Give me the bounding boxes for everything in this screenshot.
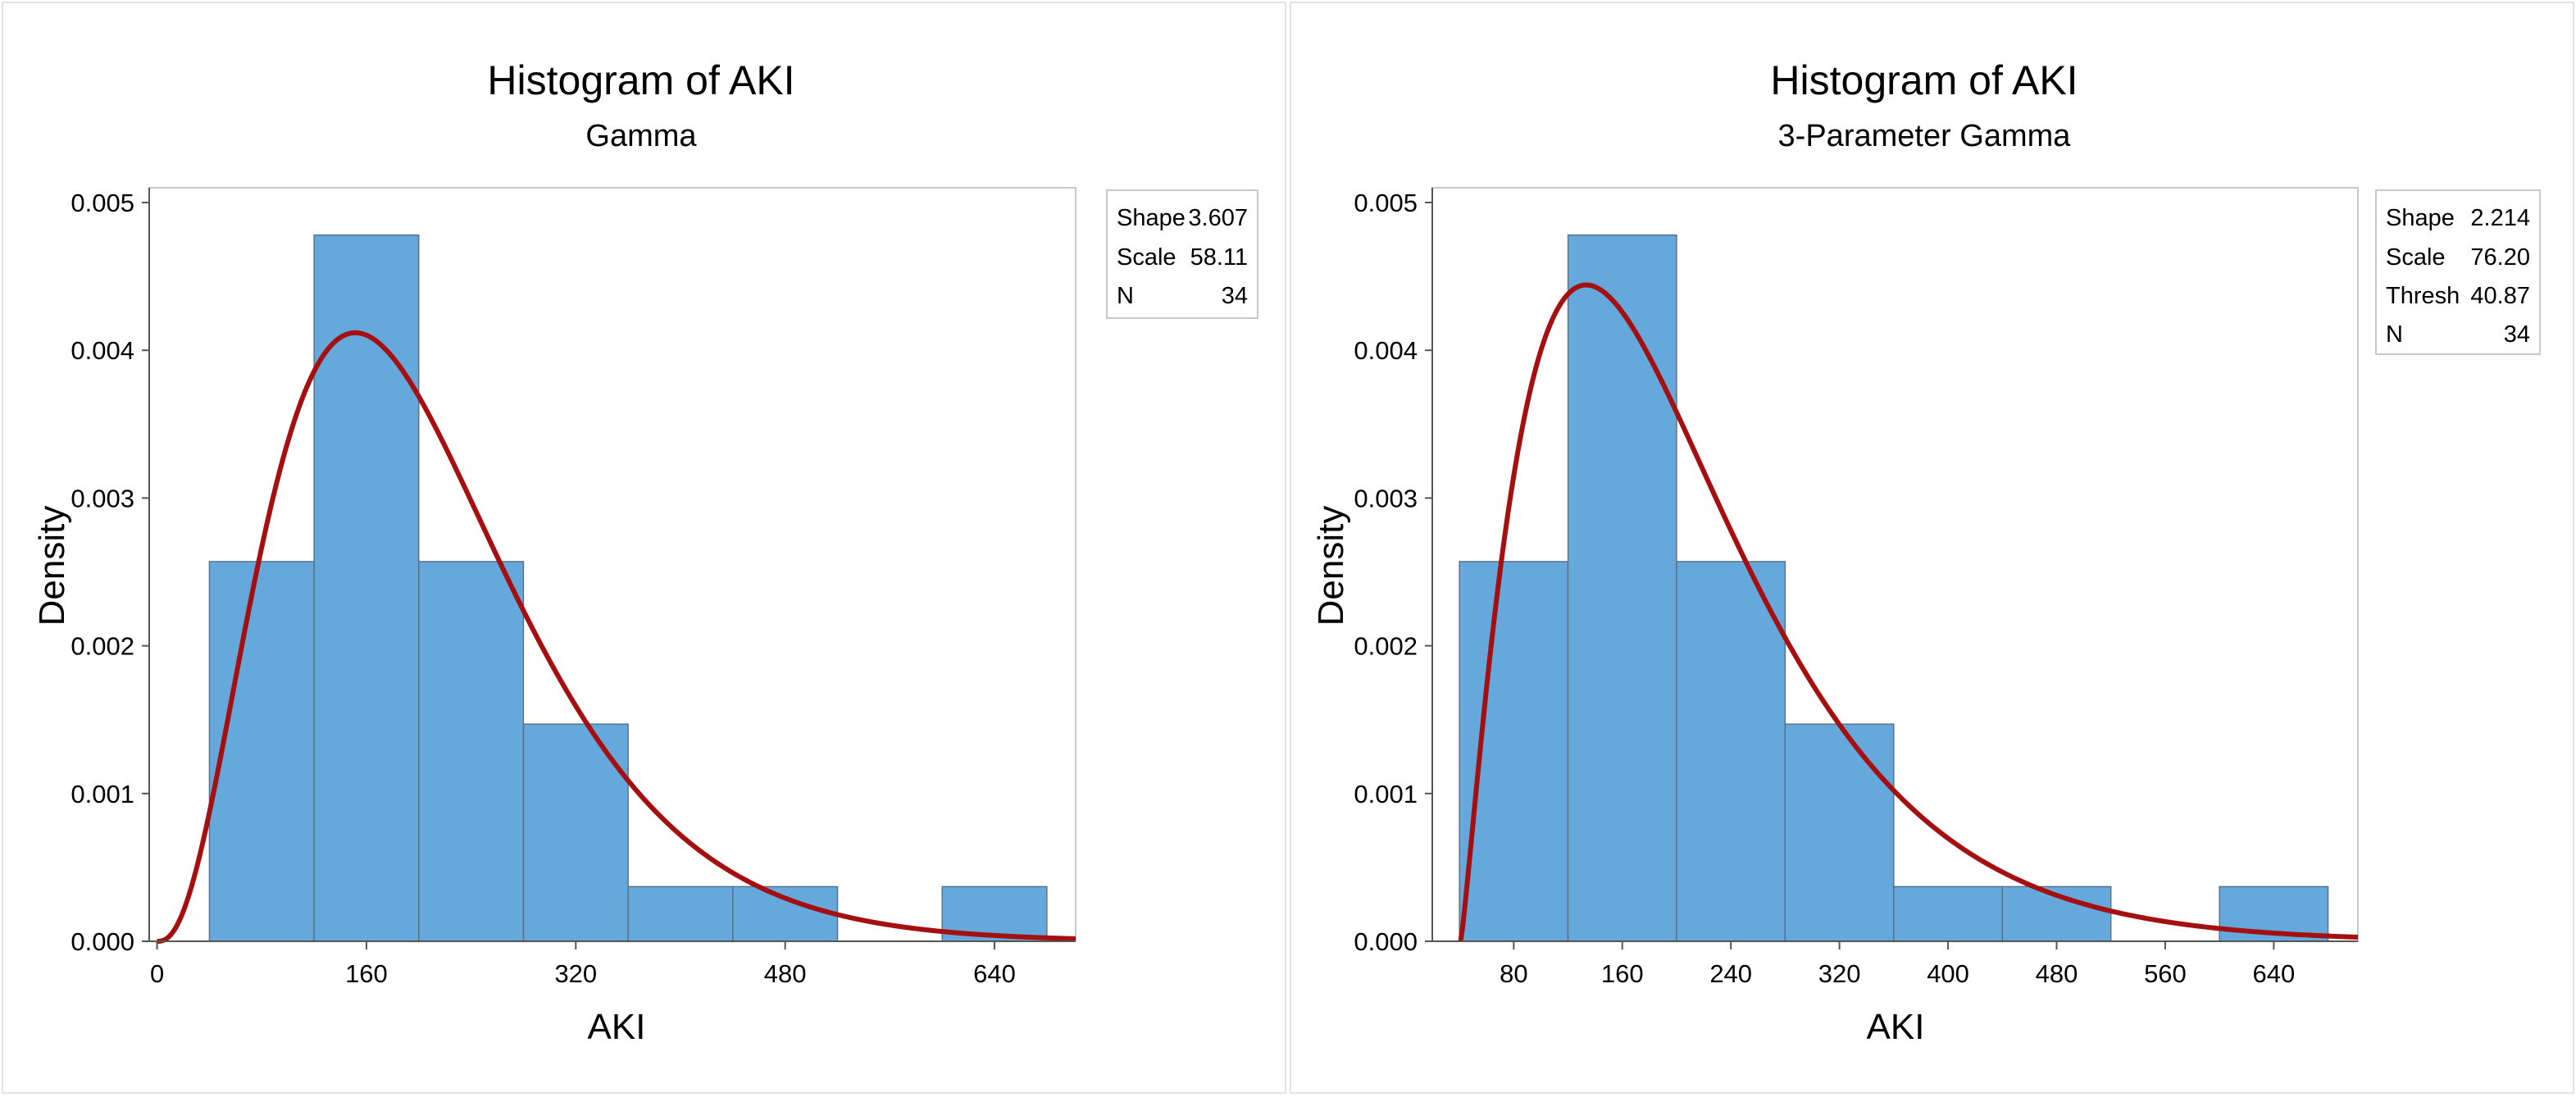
legend-label-shape: Shape — [1117, 205, 1186, 231]
legend-value-thresh: 40.87 — [2470, 283, 2530, 309]
legend-value-shape: 2.214 — [2470, 205, 2530, 231]
y-tick-label: 0.004 — [1354, 336, 1418, 365]
y-tick-label: 0.002 — [71, 632, 134, 661]
chart-title: Histogram of AKI — [487, 57, 794, 103]
x-tick-label: 480 — [764, 959, 807, 988]
x-tick-label: 160 — [1601, 959, 1644, 988]
histogram-bar-2 — [313, 234, 420, 942]
panel-3-parameter-gamma: Histogram of AKI 3-Parameter Gamma AKI D… — [1290, 2, 2574, 1094]
chart-subtitle: Gamma — [585, 119, 697, 153]
legend-label-scale: Scale — [2386, 244, 2446, 271]
legend-label-n: N — [1117, 283, 1134, 309]
x-tick-label: 560 — [2144, 959, 2187, 988]
y-tick-label: 0.004 — [71, 336, 134, 365]
legend-label-shape: Shape — [2386, 205, 2455, 231]
chart-subtitle: 3-Parameter Gamma — [1778, 119, 2072, 153]
y-tick-label: 0.001 — [1354, 780, 1418, 808]
histogram-bar-1 — [1459, 561, 1569, 942]
y-tick-label: 0.005 — [1354, 189, 1418, 217]
histogram-bar-6 — [732, 886, 839, 942]
histogram-bar-5 — [1893, 886, 2003, 942]
legend-value-scale: 58.11 — [1190, 244, 1248, 271]
y-tick-label: 0.002 — [1354, 632, 1418, 661]
histogram-bar-1 — [208, 561, 315, 942]
legend-value-shape: 3.607 — [1188, 205, 1248, 231]
stats-legend: Shape 3.607 Scale 58.11 N 34 — [1106, 189, 1258, 319]
legend-box — [2375, 189, 2541, 355]
histogram-bar-3 — [1676, 561, 1786, 942]
y-axis-label: Density — [1311, 506, 1351, 626]
plot-area: 0.000 0.001 0.002 0.003 0.004 0.005 80 160 240 32… — [1354, 187, 2359, 988]
x-tick-label: 640 — [2252, 959, 2295, 988]
x-tick-label: 80 — [1500, 959, 1527, 988]
plot-area: 0.000 0.001 0.002 0.003 0.004 0.005 0 160 320 480… — [71, 187, 1076, 988]
x-tick-label: 0 — [150, 959, 164, 988]
chart-title: Histogram of AKI — [1770, 57, 2078, 103]
y-tick-label: 0.001 — [71, 780, 134, 808]
panel-gamma: Histogram of AKI Gamma AKI Density 0.000… — [2, 2, 1286, 1094]
x-axis-label: AKI — [588, 1007, 646, 1047]
x-tick-label: 400 — [1927, 959, 1969, 988]
x-tick-label: 640 — [973, 959, 1016, 988]
histogram-bar-4 — [1784, 723, 1895, 942]
x-axis-label: AKI — [1867, 1007, 1925, 1047]
x-tick-label: 160 — [345, 959, 388, 988]
legend-label-thresh: Thresh — [2386, 283, 2460, 309]
x-tick-label: 480 — [2036, 959, 2078, 988]
legend-value-n: 34 — [2504, 321, 2530, 348]
y-tick-label: 0.003 — [1354, 484, 1418, 512]
histogram-bar-2 — [1567, 234, 1677, 942]
histogram-bar-3 — [418, 561, 525, 942]
y-axis-label: Density — [32, 506, 72, 626]
legend-label-n: N — [2386, 321, 2403, 348]
fitted-gamma-curve — [1458, 282, 2359, 942]
y-tick-label: 0.003 — [71, 484, 134, 512]
histogram-bar-5 — [627, 886, 734, 942]
y-tick-label: 0.000 — [71, 927, 134, 956]
x-tick-label: 320 — [1818, 959, 1861, 988]
legend-label-scale: Scale — [1117, 244, 1176, 271]
stats-legend: Shape 2.214 Scale 76.20 Thresh 40.87 N 3… — [2375, 189, 2541, 355]
legend-value-scale: 76.20 — [2470, 244, 2530, 271]
x-tick-label: 240 — [1709, 959, 1752, 988]
y-tick-label: 0.005 — [71, 189, 134, 217]
fitted-gamma-curve — [156, 330, 1076, 944]
y-tick-label: 0.000 — [1354, 927, 1418, 956]
x-tick-label: 320 — [554, 959, 597, 988]
legend-box — [1106, 189, 1258, 319]
legend-value-n: 34 — [1222, 283, 1248, 309]
